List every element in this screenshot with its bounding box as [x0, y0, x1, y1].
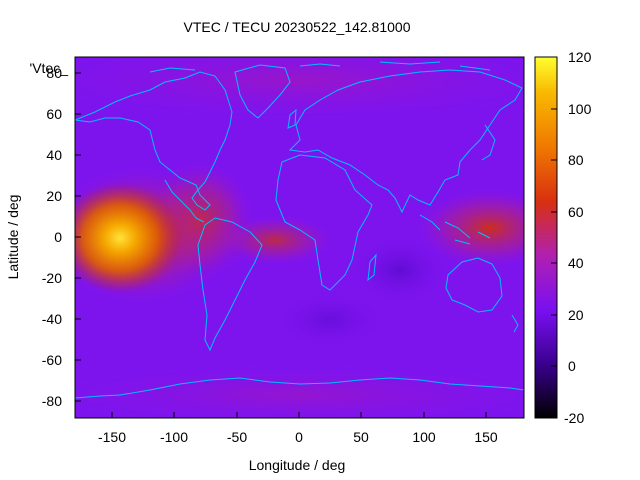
coastline-new-zealand: [511, 314, 519, 333]
y-axis: [75, 72, 81, 402]
y-tick-label: -20: [42, 270, 62, 286]
x-tick-label: -150: [98, 429, 126, 445]
colorbar-tick-label: 100: [568, 101, 592, 117]
indian-ocean-low: [350, 235, 450, 305]
chart-title: VTEC / TECU 20230522_142.81000: [183, 19, 410, 35]
coastline-greenland: [234, 64, 291, 119]
x-tick-labels: -150 -100 -50 0 50 100 150: [98, 429, 498, 445]
x-tick-label: 0: [295, 429, 303, 445]
coastline-north-america: [75, 71, 233, 211]
x-tick-label: 150: [474, 429, 498, 445]
colorbar-tick-label: 120: [568, 49, 592, 65]
y-tick-label: 80: [46, 65, 62, 81]
y-axis-label: Latitude / deg: [5, 195, 21, 280]
y-tick-labels: 80 60 40 20 0 -20 -40 -60 -80: [42, 65, 62, 409]
x-tick-label: 100: [412, 429, 436, 445]
y-tick-label: 20: [46, 188, 62, 204]
colorbar-tick-label: 80: [568, 152, 584, 168]
coastline-arctic-islands: [149, 61, 491, 73]
y-tick-label: -80: [42, 393, 62, 409]
x-axis-label: Longitude / deg: [249, 457, 346, 473]
x-axis: [111, 412, 487, 418]
coastline-australia: [445, 257, 503, 313]
coastline-europe-asia: [288, 69, 523, 214]
coastline-central-america: [164, 179, 205, 223]
heatmap: [75, 57, 524, 418]
series-key-label: 'Vtec_: [30, 60, 69, 76]
coastlines: [75, 61, 524, 399]
colorbar: 120 100 80 60 40 20 0 -20: [534, 49, 592, 426]
y-tick-label: -60: [42, 352, 62, 368]
x-tick-label: -100: [160, 429, 188, 445]
y-tick-label: -40: [42, 311, 62, 327]
colorbar-tick-label: 20: [568, 307, 584, 323]
high-latitude-band-north: [75, 57, 524, 120]
antarctic-band: [75, 365, 524, 418]
y-tick-label: 0: [54, 229, 62, 245]
colorbar-tick-label: 0: [568, 358, 576, 374]
x-tick-label: 50: [353, 429, 369, 445]
south-atlantic-low: [270, 290, 390, 350]
coastline-antarctica: [75, 377, 524, 399]
western-pacific-enhancement: [415, 188, 524, 268]
colorbar-tick-label: 60: [568, 204, 584, 220]
coastline-uk: [287, 108, 297, 129]
y-tick-label: 40: [46, 147, 62, 163]
coastline-madagascar: [367, 253, 377, 282]
y-tick-label: 60: [46, 106, 62, 122]
x-tick-label: -50: [227, 429, 247, 445]
colorbar-gradient: [534, 56, 558, 419]
coastline-africa: [275, 154, 373, 291]
coastline-indonesia: [419, 214, 491, 245]
pacific-anomaly-core: [75, 183, 182, 293]
colorbar-tick-label: -20: [564, 410, 584, 426]
coastline-south-america: [197, 217, 263, 352]
coastline-japan: [481, 124, 496, 161]
colorbar-tick-label: 40: [568, 255, 584, 271]
